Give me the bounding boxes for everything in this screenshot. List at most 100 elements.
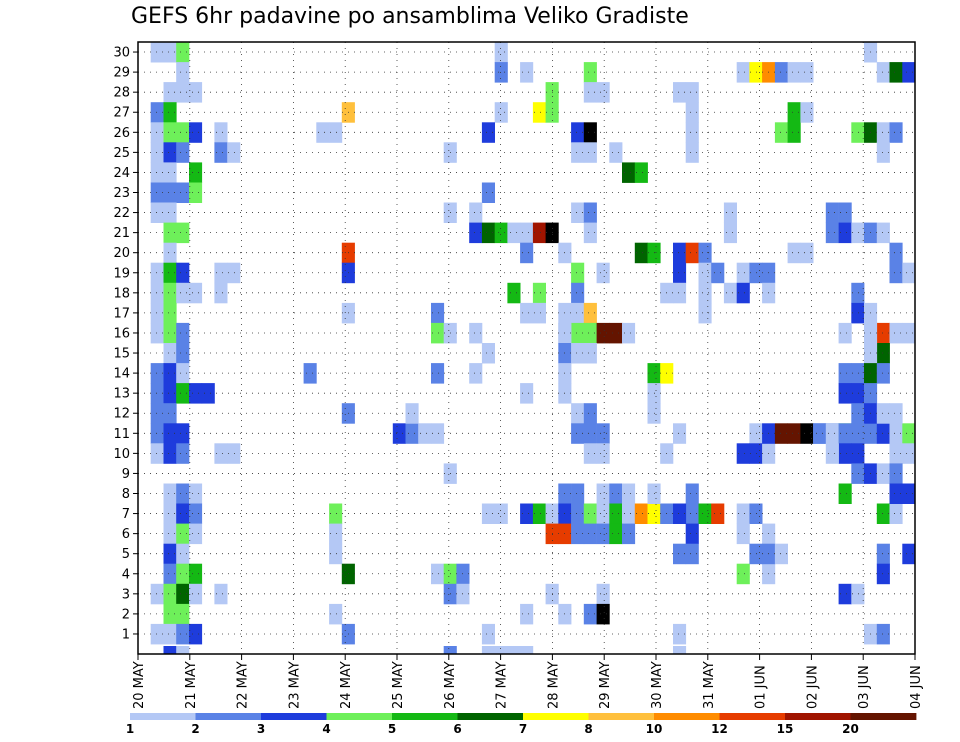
precip-cell [838, 202, 852, 223]
precip-cell [329, 543, 343, 565]
precip-cell [520, 222, 534, 244]
precip-cell [443, 646, 457, 655]
precip-cell [736, 523, 750, 545]
precip-cell [673, 623, 687, 645]
y-tick-label: 30 [113, 46, 130, 61]
precip-cell [176, 523, 190, 545]
colorbar-label: 7 [519, 722, 527, 736]
precip-cell [227, 142, 241, 163]
precip-cell [571, 343, 585, 364]
precip-cell [825, 202, 839, 223]
precip-cell [851, 363, 865, 384]
precip-cell [176, 343, 190, 364]
precip-cell [481, 623, 495, 645]
precip-cell [163, 222, 177, 244]
precip-cell [583, 302, 597, 324]
precip-cell [851, 122, 865, 143]
precip-cell [227, 443, 241, 464]
precip-cell [698, 302, 712, 324]
precip-cell [851, 583, 865, 605]
precip-cell [532, 102, 546, 123]
colorbar-swatch [392, 713, 458, 720]
precip-cell [685, 242, 699, 264]
x-tick-label: 28 MAY [546, 661, 561, 709]
precip-cell [329, 503, 343, 524]
colorbar-label: 20 [842, 722, 859, 736]
precip-cell [685, 82, 699, 103]
colorbar-label: 12 [711, 722, 728, 736]
y-tick-label: 13 [113, 387, 130, 402]
precip-cell [163, 142, 177, 163]
precip-cell [494, 222, 508, 244]
precip-cell [481, 646, 495, 655]
precip-cell [176, 62, 190, 83]
precip-cell [889, 443, 903, 464]
precip-cell [876, 122, 890, 143]
colorbar-label: 3 [257, 722, 265, 736]
precip-cell [889, 262, 903, 284]
precip-cell [163, 563, 177, 585]
precip-cell [622, 483, 636, 504]
precip-cell [469, 322, 483, 344]
precip-cell [163, 623, 177, 645]
precip-cell [189, 182, 203, 203]
precip-cell [736, 563, 750, 585]
precip-cell [723, 222, 737, 244]
precip-cell [838, 222, 852, 244]
precip-cell [481, 182, 495, 203]
precip-cell [532, 503, 546, 524]
precip-cell [189, 162, 203, 183]
precip-cell [163, 483, 177, 504]
colorbar-label: 10 [646, 722, 663, 736]
precip-cell [711, 503, 725, 524]
y-tick-label: 29 [113, 66, 130, 81]
precip-cell [851, 463, 865, 484]
precip-cell [583, 202, 597, 223]
x-tick-label: 24 MAY [339, 661, 354, 709]
y-tick-label: 17 [113, 306, 130, 321]
precip-cell [163, 162, 177, 183]
precip-cell [749, 62, 763, 83]
precip-cell [571, 302, 585, 324]
precip-cell [774, 62, 788, 83]
precip-cell [851, 383, 865, 404]
precip-cell [163, 122, 177, 143]
colorbar-swatch [719, 713, 786, 720]
precip-cell [634, 162, 648, 183]
precip-cell [150, 302, 164, 324]
precip-cell [583, 603, 597, 625]
precip-cell [507, 222, 521, 244]
precip-cell [571, 322, 585, 344]
precip-cell [876, 543, 890, 565]
colorbar-swatch [523, 713, 589, 720]
precip-cell [481, 343, 495, 364]
precip-cell [571, 282, 585, 304]
y-tick-label: 19 [113, 266, 130, 281]
y-tick-label: 1 [122, 627, 130, 642]
x-tick-label: 03 JUN [857, 665, 872, 709]
x-tick-label: 31 MAY [702, 661, 717, 709]
y-tick-label: 10 [113, 447, 130, 462]
precip-cell [571, 483, 585, 504]
precip-cell [150, 383, 164, 404]
x-tick-label: 22 MAY [236, 661, 251, 709]
y-tick-label: 26 [113, 126, 130, 141]
y-tick-label: 5 [122, 547, 130, 562]
x-tick-label: 21 MAY [184, 661, 199, 709]
colorbar-label: 5 [388, 722, 396, 736]
precip-cell [189, 483, 203, 504]
precip-cell [902, 483, 916, 504]
colorbar-label: 2 [191, 722, 199, 736]
precip-cell [329, 603, 343, 625]
precip-cell [507, 646, 521, 655]
precip-cell [596, 443, 610, 464]
precip-cell [673, 242, 687, 264]
precip-cell [889, 483, 903, 504]
precip-cell [163, 443, 177, 464]
precip-cell [150, 122, 164, 143]
precip-cell [163, 343, 177, 364]
y-tick-label: 16 [113, 326, 130, 341]
precip-cell [150, 162, 164, 183]
precip-cell [851, 222, 865, 244]
